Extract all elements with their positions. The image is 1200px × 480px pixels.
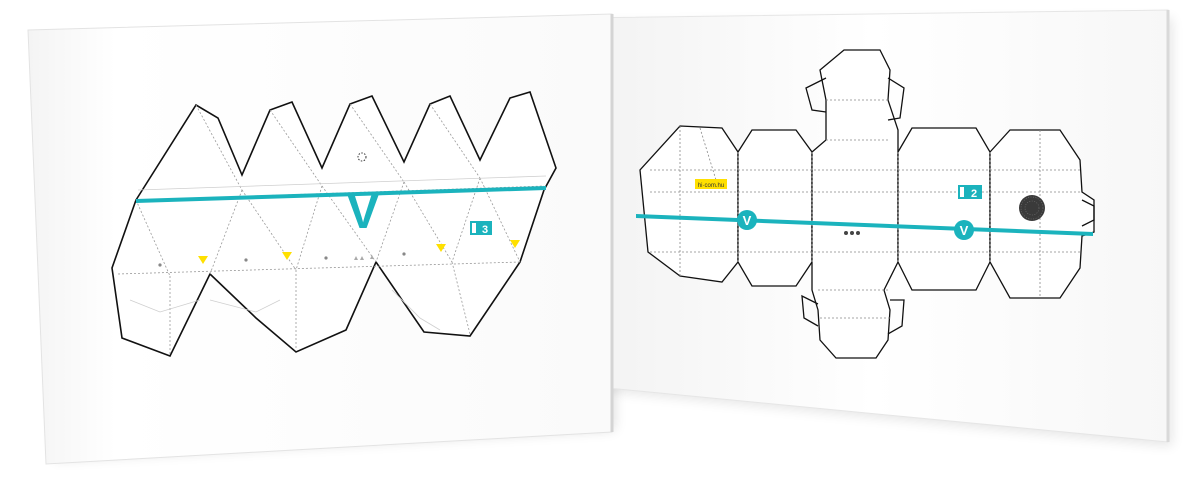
small-dots [158,252,406,267]
tiny-triangles [354,255,374,260]
left-card: V 3 [27,13,614,465]
right-logo-2: V [954,220,974,240]
svg-text:V: V [743,213,752,228]
big-v-logo: V [347,186,379,239]
sticker-text: hi·com.hu [698,183,724,189]
left-net-thin [129,175,547,331]
yellow-sticker [695,179,727,189]
left-accent-band [136,186,546,203]
svg-text:2: 2 [971,188,977,200]
ring-icon [357,152,367,162]
right-logo-1: V [737,210,757,230]
right-dots [844,231,860,235]
svg-text:V: V [960,223,969,238]
svg-text:3: 3 [482,224,488,236]
yellow-markers [198,240,520,264]
left-version-badge: 3 [470,221,492,236]
left-net [111,91,557,358]
right-card: V V hi·com.hu 2 [577,9,1170,443]
speaker-grill-icon [1019,195,1045,221]
right-version-badge: 2 [958,185,982,200]
